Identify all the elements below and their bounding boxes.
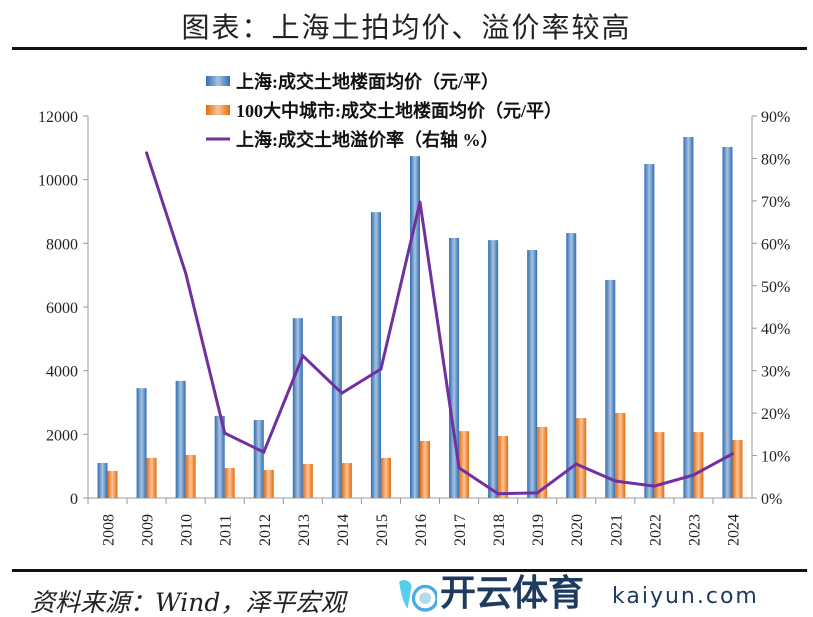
legend-label: 上海:成交土地溢价率（右轴 %） (236, 129, 499, 150)
bar-100-cities (224, 468, 235, 498)
line-point (262, 450, 266, 454)
bar-100-cities (498, 435, 509, 498)
x-tick-label: 2015 (374, 514, 391, 546)
line-premium-rate (145, 152, 734, 496)
bar-shanghai (566, 233, 577, 498)
bar-shanghai (175, 380, 186, 498)
left-tick-label: 2000 (46, 427, 78, 444)
bar-100-cities (185, 455, 196, 498)
line-point (184, 271, 188, 275)
x-tick-label: 2010 (179, 514, 196, 546)
watermark-name: 开云体育 (440, 573, 585, 614)
bar-100-cities (537, 427, 548, 498)
x-tick-label: 2017 (452, 514, 469, 546)
x-tick-label: 2024 (725, 514, 742, 546)
figure-title: 图表：上海土拍均价、溢价率较高 (181, 11, 632, 44)
bar-shanghai (683, 137, 694, 498)
right-tick-label: 90% (761, 109, 790, 126)
left-tick-label: 8000 (46, 236, 78, 253)
chart: 0 2000 4000 6000 8000 10000 12000 0% 10% 20% 30% 40… (38, 71, 790, 546)
bar-100-cities (459, 431, 470, 498)
right-tick-label: 70% (761, 194, 790, 211)
bar-shanghai (136, 388, 147, 498)
bar-100-cities (302, 463, 313, 498)
bar-100-cities (263, 469, 274, 498)
bar-shanghai (410, 156, 420, 499)
line-point (535, 491, 539, 495)
x-tick-label: 2023 (686, 514, 703, 546)
line-point (301, 354, 305, 358)
right-tick-label: 40% (761, 321, 790, 338)
bar-shanghai (449, 237, 460, 498)
line-point (145, 151, 149, 155)
right-tick-label: 30% (761, 364, 790, 381)
top-rule (12, 47, 807, 50)
bar-100-cities (732, 440, 743, 498)
line-point (730, 452, 734, 456)
left-tick-label: 10000 (38, 173, 78, 190)
x-tick-label: 2022 (647, 514, 664, 546)
x-tick-label: 2019 (530, 514, 547, 546)
bar-100-cities (341, 462, 352, 498)
bar-100-cities (615, 413, 626, 498)
x-tick-label: 2014 (335, 514, 352, 546)
bar-100-cities (107, 470, 118, 498)
line-point (496, 492, 500, 496)
bar-100-cities (146, 457, 157, 498)
line-point (379, 367, 383, 371)
x-tick-label: 2012 (257, 514, 274, 546)
legend-label: 上海:成交土地楼面均价（元/平） (236, 71, 499, 92)
bar-shanghai (722, 146, 733, 498)
line-point (457, 466, 461, 470)
line-point (574, 462, 578, 466)
left-tick-label: 6000 (46, 300, 78, 317)
bar-100-cities (654, 432, 665, 498)
bottom-rule (12, 569, 807, 572)
bar-shanghai (292, 318, 303, 498)
left-tick-label: 0 (70, 491, 78, 508)
line-point (691, 473, 695, 477)
bar-100-cities (420, 441, 430, 498)
right-tick-label: 80% (761, 151, 790, 168)
right-tick-label: 50% (761, 279, 790, 296)
bar-shanghai (644, 164, 655, 498)
x-tick-label: 2018 (491, 514, 508, 546)
line-point (223, 431, 227, 435)
watermark-logo-icon (399, 580, 437, 612)
left-tick-label: 4000 (46, 364, 78, 381)
bar-shanghai (527, 250, 538, 498)
right-tick-label: 20% (761, 406, 790, 423)
line-point (418, 200, 422, 204)
right-tick-label: 60% (761, 236, 790, 253)
x-tick-label: 2020 (569, 514, 586, 546)
right-tick-label: 0% (761, 491, 782, 508)
bar-shanghai (214, 415, 225, 498)
line-point (613, 479, 617, 483)
legend-swatch (206, 105, 230, 115)
legend-swatch (206, 76, 230, 86)
bar-shanghai (97, 462, 108, 498)
line-point (652, 484, 656, 488)
x-tick-label: 2021 (608, 514, 625, 546)
x-tick-label: 2011 (218, 515, 235, 546)
line-point (340, 391, 344, 395)
bar-shanghai (488, 240, 499, 498)
legend-label: 100大中城市:成交土地楼面均价（元/平） (236, 100, 562, 121)
bar-100-cities (693, 432, 704, 498)
right-tick-label: 10% (761, 449, 790, 466)
bar-shanghai (331, 315, 342, 498)
x-tick-label: 2013 (296, 514, 313, 546)
bar-shanghai (605, 279, 616, 498)
bar-shanghai (253, 420, 264, 498)
bar-shanghai (370, 212, 381, 499)
source-note: 资料来源：Wind，泽平宏观 (30, 588, 346, 617)
x-tick-label: 2008 (101, 514, 118, 546)
x-tick-label: 2009 (140, 514, 157, 546)
x-tick-label: 2016 (413, 514, 430, 546)
bar-100-cities (380, 457, 391, 498)
bar-100-cities (576, 418, 587, 498)
watermark-url: kaiyun.com (612, 584, 759, 609)
left-tick-label: 12000 (38, 109, 78, 126)
